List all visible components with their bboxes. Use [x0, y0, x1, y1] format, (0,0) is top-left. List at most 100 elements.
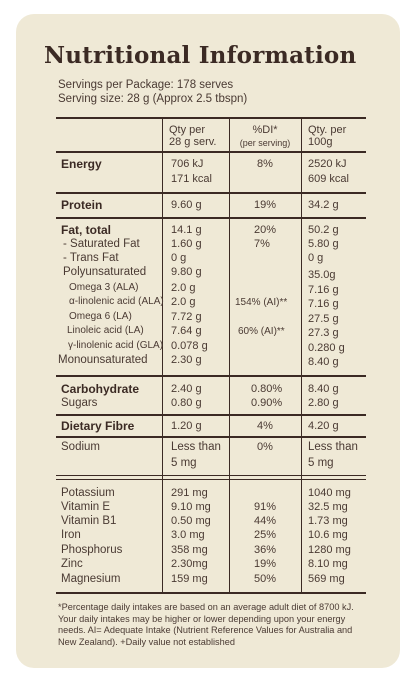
zinc-di: 19%	[254, 558, 277, 570]
sugars-di: 0.90%	[251, 397, 283, 409]
column-divider-2	[229, 117, 230, 593]
sodium-100g-line2: 5 mg	[308, 457, 334, 469]
protein-rule	[56, 217, 366, 219]
gla-label: γ-linolenic acid (GLA)	[68, 340, 164, 351]
header-di-line1: %DI*	[252, 124, 278, 136]
header-di-line2: (per serving)	[239, 138, 291, 148]
vitamin-b1-label: Vitamin B1	[61, 515, 117, 527]
nutrition-panel	[16, 14, 400, 668]
iron-label: Iron	[61, 529, 81, 541]
protein-serving: 9.60 g	[171, 199, 202, 211]
sodium-rule-2	[56, 479, 366, 480]
fat-total-label: Fat, total	[61, 223, 111, 237]
ala-di: 154% (AI)**	[235, 297, 288, 308]
protein-di: 19%	[253, 199, 277, 211]
energy-100g-kcal: 609 kcal	[308, 173, 349, 185]
carbohydrate-serving: 2.40 g	[171, 383, 202, 395]
monounsaturated-serving: 2.30 g	[171, 354, 202, 366]
omega6-100g: 27.5 g	[308, 313, 339, 325]
page-title: Nutritional Information	[44, 42, 357, 69]
iron-serving: 3.0 mg	[171, 529, 205, 541]
phosphorus-100g: 1280 mg	[308, 544, 351, 556]
sugars-100g: 2.80 g	[308, 397, 339, 409]
vitamin-b1-di: 44%	[254, 515, 277, 527]
saturated-fat-serving: 1.60 g	[171, 238, 202, 250]
sodium-rule-1	[56, 475, 366, 476]
polyunsaturated-serving: 9.80 g	[171, 266, 202, 278]
potassium-100g: 1040 mg	[308, 487, 351, 499]
header-qty-100g-line2: 100g	[308, 136, 333, 148]
protein-100g: 34.2 g	[308, 199, 339, 211]
sodium-serving-line2: 5 mg	[171, 457, 197, 469]
carbohydrate-di: 0.80%	[251, 383, 283, 395]
vitamin-e-100g: 32.5 mg	[308, 501, 348, 513]
sodium-100g-line1: Less than	[308, 441, 358, 453]
monounsaturated-label: Monounsaturated	[58, 354, 148, 366]
trans-fat-serving: 0 g	[171, 252, 187, 264]
saturated-fat-label: - Saturated Fat	[63, 238, 140, 250]
energy-rule	[56, 192, 366, 194]
omega6-label: Omega 6 (LA)	[69, 311, 132, 322]
omega6-serving: 7.72 g	[171, 311, 202, 323]
energy-serving-kj: 706 kJ	[171, 158, 204, 170]
vitamin-e-serving: 9.10 mg	[171, 501, 211, 513]
sugars-serving: 0.80 g	[171, 397, 202, 409]
ala-label: α-linolenic acid (ALA)	[69, 296, 164, 307]
zinc-label: Zinc	[61, 558, 83, 570]
fat-total-di: 20%	[254, 224, 277, 236]
vitamin-e-di: 91%	[254, 501, 277, 513]
column-divider-1	[162, 117, 163, 593]
gla-serving: 0.078 g	[171, 340, 208, 352]
saturated-fat-100g: 5.80 g	[308, 238, 339, 250]
la-di: 60% (AI)**	[238, 326, 285, 337]
carbohydrate-rule	[56, 414, 366, 416]
sodium-di: 0%	[257, 441, 273, 453]
sodium-label: Sodium	[61, 441, 100, 453]
vitamin-b1-100g: 1.73 mg	[308, 515, 348, 527]
phosphorus-label: Phosphorus	[61, 544, 123, 556]
monounsaturated-100g: 8.40 g	[308, 356, 339, 368]
omega3-100g: 7.16 g	[308, 284, 339, 296]
fats-rule	[56, 375, 366, 377]
magnesium-label: Magnesium	[61, 573, 121, 585]
sodium-serving-line1: Less than	[171, 441, 221, 453]
carbohydrate-100g: 8.40 g	[308, 383, 339, 395]
header-qty-serving-line1: Qty per	[169, 124, 206, 136]
protein-label: Protein	[61, 198, 103, 212]
omega3-label: Omega 3 (ALA)	[69, 282, 139, 293]
footnote: *Percentage daily intakes are based on a…	[58, 602, 354, 647]
dietary-fibre-di: 4%	[257, 420, 273, 432]
trans-fat-label: - Trans Fat	[63, 252, 119, 264]
energy-label: Energy	[61, 157, 102, 171]
phosphorus-di: 36%	[254, 544, 277, 556]
polyunsaturated-label: Polyunsaturated	[63, 266, 147, 278]
fat-total-serving: 14.1 g	[171, 224, 202, 236]
la-label: Linoleic acid (LA)	[67, 325, 144, 336]
omega3-serving: 2.0 g	[171, 282, 196, 294]
column-divider-3	[301, 117, 302, 593]
zinc-100g: 8.10 mg	[308, 558, 348, 570]
dietary-fibre-label: Dietary Fibre	[61, 419, 135, 433]
energy-serving-kcal: 171 kcal	[171, 173, 212, 185]
polyunsaturated-100g: 35.0g	[308, 269, 336, 281]
vitamin-b1-serving: 0.50 mg	[171, 515, 211, 527]
magnesium-di: 50%	[254, 573, 277, 585]
table-top-rule	[56, 117, 366, 119]
la-serving: 7.64 g	[171, 325, 202, 337]
serving-size: Serving size: 28 g (Approx 2.5 tbspn)	[58, 93, 248, 105]
dietary-fibre-serving: 1.20 g	[171, 420, 202, 432]
ala-100g: 7.16 g	[308, 298, 339, 310]
header-qty-100g-line1: Qty. per	[308, 124, 347, 136]
saturated-fat-di: 7%	[254, 238, 270, 250]
header-qty-serving-line2: 28 g serv.	[169, 136, 217, 148]
potassium-label: Potassium	[61, 487, 115, 499]
vitamin-e-label: Vitamin E	[61, 501, 111, 513]
sugars-label: Sugars	[61, 397, 98, 409]
iron-100g: 10.6 mg	[308, 529, 348, 541]
servings-per-package: Servings per Package: 178 serves	[58, 79, 234, 91]
gla-100g: 0.280 g	[308, 342, 345, 354]
iron-di: 25%	[254, 529, 277, 541]
fat-total-100g: 50.2 g	[308, 224, 339, 236]
energy-di: 8%	[257, 158, 273, 170]
energy-100g-kj: 2520 kJ	[308, 158, 347, 170]
